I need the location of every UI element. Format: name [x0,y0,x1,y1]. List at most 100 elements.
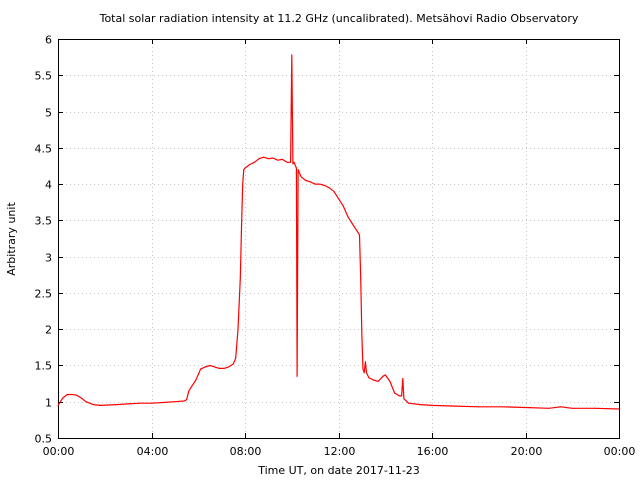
x-axis-title: Time UT, on date 2017-11-23 [257,464,420,477]
data-point [277,159,279,161]
data-point [398,395,400,397]
data-point [319,183,321,185]
data-point [139,402,141,404]
data-point [267,158,269,160]
data-point [419,404,421,406]
data-point [368,377,370,379]
x-tick-label: 08:00 [230,445,262,458]
y-tick-label: 4 [45,179,52,192]
y-tick-label: 3.5 [35,215,53,228]
x-tick-label: 20:00 [511,445,543,458]
data-point [253,161,255,163]
data-point [366,372,367,374]
data-point [361,335,363,337]
data-point [223,367,225,369]
data-point [394,392,396,394]
data-point [241,227,242,229]
data-point [190,386,192,388]
data-point [548,407,550,409]
data-point [249,164,251,165]
data-point [115,404,117,406]
data-point [92,404,94,406]
chart-title: Total solar radiation intensity at 11.2 … [99,12,579,25]
data-point [62,397,64,399]
data-point [305,180,307,181]
series-line [57,54,620,410]
data-point [239,277,241,279]
data-point [263,156,265,158]
x-tick-label: 00:00 [604,445,636,458]
data-point [478,406,480,408]
data-point [300,176,302,178]
data-point [364,361,366,363]
data-point [362,368,364,370]
data-point [151,402,152,404]
y-tick-label: 2 [45,324,52,337]
x-tick-label: 04:00 [137,445,169,458]
data-point [272,157,274,159]
data-point [408,402,410,404]
data-point [296,375,298,377]
data-point [80,397,82,399]
data-point [76,394,78,396]
axis-ticks [58,39,620,439]
y-tick-label: 1.5 [35,360,53,373]
data-point [356,230,358,232]
data-point [324,185,325,186]
data-point [66,394,68,395]
data-point [195,379,197,381]
y-tick-label: 3 [45,252,52,265]
x-tick-label: 00:00 [43,445,75,458]
data-point [314,183,316,185]
y-tick-label: 5.5 [35,70,53,83]
data-point [237,328,239,330]
data-point [382,375,384,377]
data-point [384,374,386,376]
data-point [431,404,433,406]
data-point [310,181,311,183]
data-point [290,161,292,163]
data-point [218,367,220,369]
data-point [186,399,188,401]
data-point [560,406,562,408]
data-point [571,407,573,409]
data-point [295,167,297,169]
y-tick-label: 2.5 [35,288,53,301]
data-point [297,169,299,171]
data-point [291,54,293,56]
y-tick-label: 5 [45,107,52,120]
data-point [403,398,405,400]
data-point [258,158,260,160]
y-tick-labels: 0.5 1 1.5 2 2.5 3 3.5 4 4.5 5 5.5 6 [35,34,53,446]
data-point [85,401,87,403]
x-tick-label: 16:00 [417,445,449,458]
data-point [242,183,244,185]
data-point [232,363,234,365]
y-tick-label: 4.5 [35,143,53,156]
data-point [71,394,73,395]
data-point [402,378,404,379]
data-point [360,277,362,279]
x-tick-label: 12:00 [324,445,356,458]
data-point [338,198,339,200]
x-tick-labels: 00:00 04:00 08:00 12:00 16:00 20:00 00:00 [43,445,636,458]
data-point [209,365,211,366]
data-point [328,187,330,189]
data-point [183,400,185,402]
data-point [359,234,360,236]
data-point [501,406,503,408]
data-point [286,161,288,163]
data-point [281,158,283,160]
data-point [595,407,597,409]
data-point [401,395,403,397]
data-point [377,380,379,382]
data-point [454,405,456,407]
data-point [228,366,230,368]
data-point [292,163,294,165]
data-point [99,404,101,406]
data-point [57,404,59,406]
data-point [389,380,391,382]
data-point [188,390,190,392]
data-point [243,169,245,171]
